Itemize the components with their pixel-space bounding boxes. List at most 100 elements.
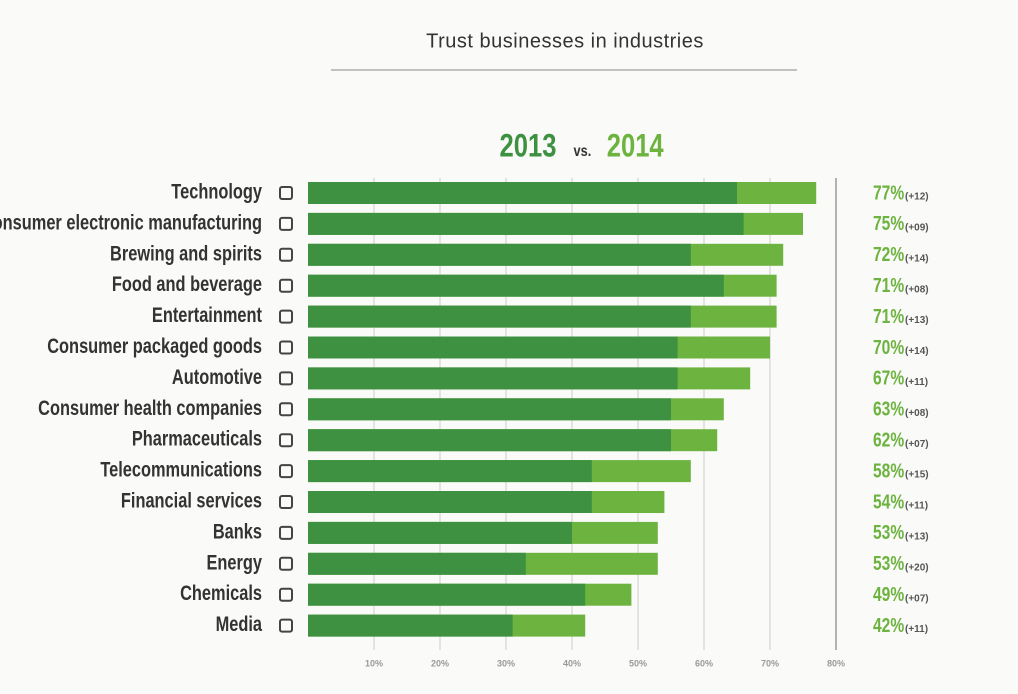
category-icon <box>279 433 293 448</box>
bar-2013 <box>308 336 678 359</box>
change-label: (+13) <box>905 315 929 326</box>
value-label: 63% <box>873 398 904 420</box>
category-label: Brewing and spirits <box>110 241 262 264</box>
change-label: (+11) <box>905 624 928 635</box>
category-icon <box>279 464 293 479</box>
bar-2013 <box>308 521 572 544</box>
x-tick-label: 70% <box>761 658 779 668</box>
category-label-group: Chemicals <box>180 581 262 604</box>
category-label: Chemicals <box>180 581 262 604</box>
bar-2013 <box>308 305 691 328</box>
value-label-group: 53% <box>873 521 904 543</box>
value-label: 67% <box>873 367 904 389</box>
category-label-group: Food and beverage <box>112 272 262 295</box>
x-tick-label: 10% <box>365 658 383 668</box>
x-tick-label: 40% <box>563 658 581 668</box>
category-icon <box>279 525 293 540</box>
bar-2013 <box>308 552 526 575</box>
category-label: Banks <box>213 519 262 542</box>
category-icon <box>279 247 293 262</box>
value-label-group: 71% <box>873 305 904 327</box>
category-icon <box>279 556 293 571</box>
category-label: Food and beverage <box>112 272 262 295</box>
value-label: 77% <box>873 181 904 203</box>
change-label: (+15) <box>905 470 929 481</box>
category-label-group: Technology <box>171 180 262 203</box>
value-label: 71% <box>873 305 904 327</box>
category-icon <box>279 278 293 293</box>
category-icon <box>279 309 293 324</box>
x-tick-label: 30% <box>497 658 515 668</box>
chart-title: Trust businesses in industries <box>426 30 704 52</box>
category-icon <box>279 340 293 355</box>
change-label: (+11) <box>905 377 928 388</box>
value-label: 49% <box>873 583 904 605</box>
bar-2013 <box>308 182 737 204</box>
change-label: (+14) <box>905 253 929 264</box>
category-label-group: Consumer packaged goods <box>47 334 262 357</box>
category-icon <box>279 371 293 386</box>
bar-2013 <box>308 212 744 235</box>
category-label-group: Banks <box>213 519 262 542</box>
value-label-group: 63% <box>873 398 904 420</box>
value-label: 75% <box>873 212 904 234</box>
category-label: Automotive <box>172 365 262 388</box>
value-label-group: 53% <box>873 552 904 574</box>
bar-2013 <box>308 398 671 421</box>
change-label: (+14) <box>905 346 929 357</box>
x-tick-label: 80% <box>827 658 845 668</box>
bar-2013 <box>308 429 671 452</box>
change-label: (+07) <box>905 439 929 450</box>
category-label: Energy <box>206 550 262 573</box>
value-label-group: 67% <box>873 367 904 389</box>
change-label: (+08) <box>905 284 929 295</box>
legend-joiner: vs. <box>574 143 592 161</box>
x-tick-label: 50% <box>629 658 647 668</box>
category-label: Pharmaceuticals <box>132 427 262 450</box>
legend: 2013 vs. 2014 <box>500 129 664 164</box>
category-label-group: Consumer electronic manufacturing <box>0 210 262 233</box>
category-label-group: Consumer health companies <box>38 396 262 419</box>
value-label: 53% <box>873 521 904 543</box>
bar-2013 <box>308 583 586 606</box>
value-label: 58% <box>873 460 904 482</box>
change-label: (+13) <box>905 532 929 543</box>
value-label: 54% <box>873 490 904 512</box>
value-label-group: 77% <box>873 181 904 203</box>
category-icon <box>279 186 293 200</box>
category-label: Telecommunications <box>100 458 262 481</box>
value-label: 72% <box>873 243 904 265</box>
value-label-group: 42% <box>873 614 904 636</box>
category-label-group: Financial services <box>121 489 262 512</box>
category-icon <box>279 495 293 509</box>
value-label-group: 49% <box>873 583 904 605</box>
category-label-group: Energy <box>206 550 262 573</box>
category-label-group: Pharmaceuticals <box>132 427 262 450</box>
value-label: 53% <box>873 552 904 574</box>
x-tick-label: 20% <box>431 658 449 668</box>
x-tick-label: 60% <box>695 658 713 668</box>
category-label: Consumer health companies <box>38 396 262 419</box>
category-icon <box>279 402 293 417</box>
value-label: 42% <box>873 614 904 636</box>
change-label: (+09) <box>905 223 929 234</box>
value-label: 70% <box>873 336 904 358</box>
category-label: Entertainment <box>152 303 263 326</box>
value-label-group: 75% <box>873 212 904 234</box>
category-label: Consumer packaged goods <box>47 334 262 357</box>
value-label-group: 71% <box>873 274 904 296</box>
bar-2013 <box>308 243 691 266</box>
value-label-group: 62% <box>873 429 904 451</box>
legend-2014: 2014 <box>607 129 664 164</box>
change-label: (+11) <box>905 501 928 512</box>
change-label: (+20) <box>905 562 929 573</box>
change-label: (+07) <box>905 593 929 604</box>
value-label-group: 58% <box>873 460 904 482</box>
category-label: Media <box>216 612 263 635</box>
value-label-group: 54% <box>873 490 904 512</box>
bar-2013 <box>308 274 724 297</box>
legend-2013: 2013 <box>500 129 557 164</box>
category-icon <box>279 618 293 633</box>
bar-2013 <box>308 367 678 390</box>
